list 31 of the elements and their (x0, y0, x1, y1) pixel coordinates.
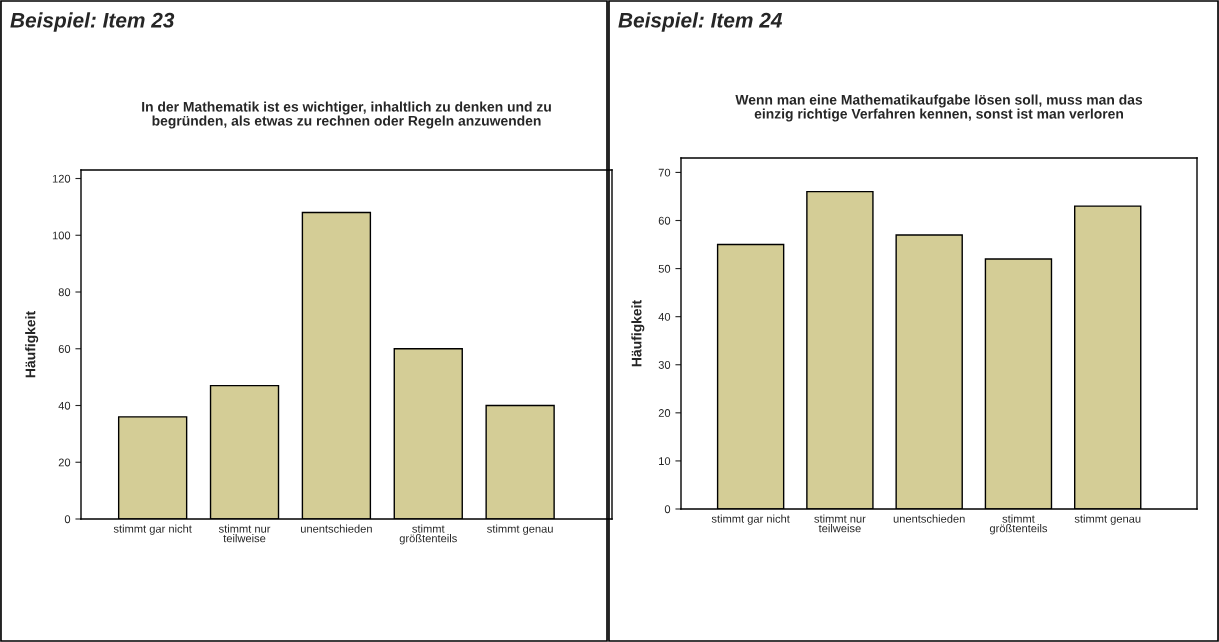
y-tick-label: 20 (658, 409, 671, 417)
y-tick-label: 100 (52, 231, 71, 240)
y-tick-label: 40 (658, 312, 671, 321)
x-tick-label: unentschieden (300, 524, 372, 533)
y-tick-label: 10 (659, 457, 671, 466)
y-tick-label: 60 (658, 216, 671, 225)
y-tick-label: 50 (658, 264, 671, 273)
y-tick-label: 120 (52, 174, 71, 183)
y-tick-label: 20 (58, 458, 71, 467)
y-tick-label: 0 (64, 515, 71, 524)
y-tick-label: 60 (58, 345, 71, 353)
x-tick-label: stimmt gar nicht (113, 524, 192, 535)
chart-title: Beispiel: Item 24 (618, 12, 783, 32)
y-tick-label: 0 (664, 505, 671, 514)
x-tick-label: stimmt größtenteils (989, 514, 1048, 535)
x-tick-label: stimmt genau (1074, 514, 1141, 525)
x-tick-label: stimmt nur teilweise (218, 524, 271, 543)
x-tick-label: unentschieden (893, 514, 965, 523)
chart-subtitle: Wenn man eine Mathematikaufgabe lösen soll, muss man das einzig richtige Verfahren kennen, sonst ist man verloren (735, 94, 1143, 122)
y-tick-label: 40 (58, 401, 71, 410)
x-tick-label: stimmt gar nicht (711, 514, 790, 525)
chart-subtitle: In der Mathematik ist es wichtiger, inhaltlich zu denken und zu begründen, als etwas zu rechnen oder Regeln anzuwenden (142, 101, 551, 129)
x-tick-label: stimmt größtenteils (399, 524, 457, 545)
x-tick-label: stimmt nur teilweise (814, 514, 866, 533)
y-axis-title: Häufigkeit (25, 311, 39, 378)
x-tick-label: stimmt genau (487, 524, 553, 535)
y-axis-title: Häufigkeit (631, 300, 645, 367)
y-tick-label: 70 (658, 168, 671, 177)
chart-title: Beispiel: Item 23 (10, 12, 175, 32)
y-tick-label: 80 (58, 288, 71, 297)
y-tick-label: 30 (658, 361, 671, 369)
